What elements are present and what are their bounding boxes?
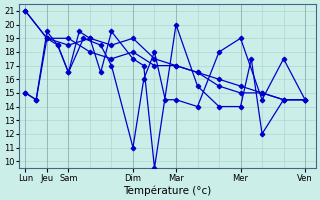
X-axis label: Température (°c): Température (°c) (123, 185, 212, 196)
